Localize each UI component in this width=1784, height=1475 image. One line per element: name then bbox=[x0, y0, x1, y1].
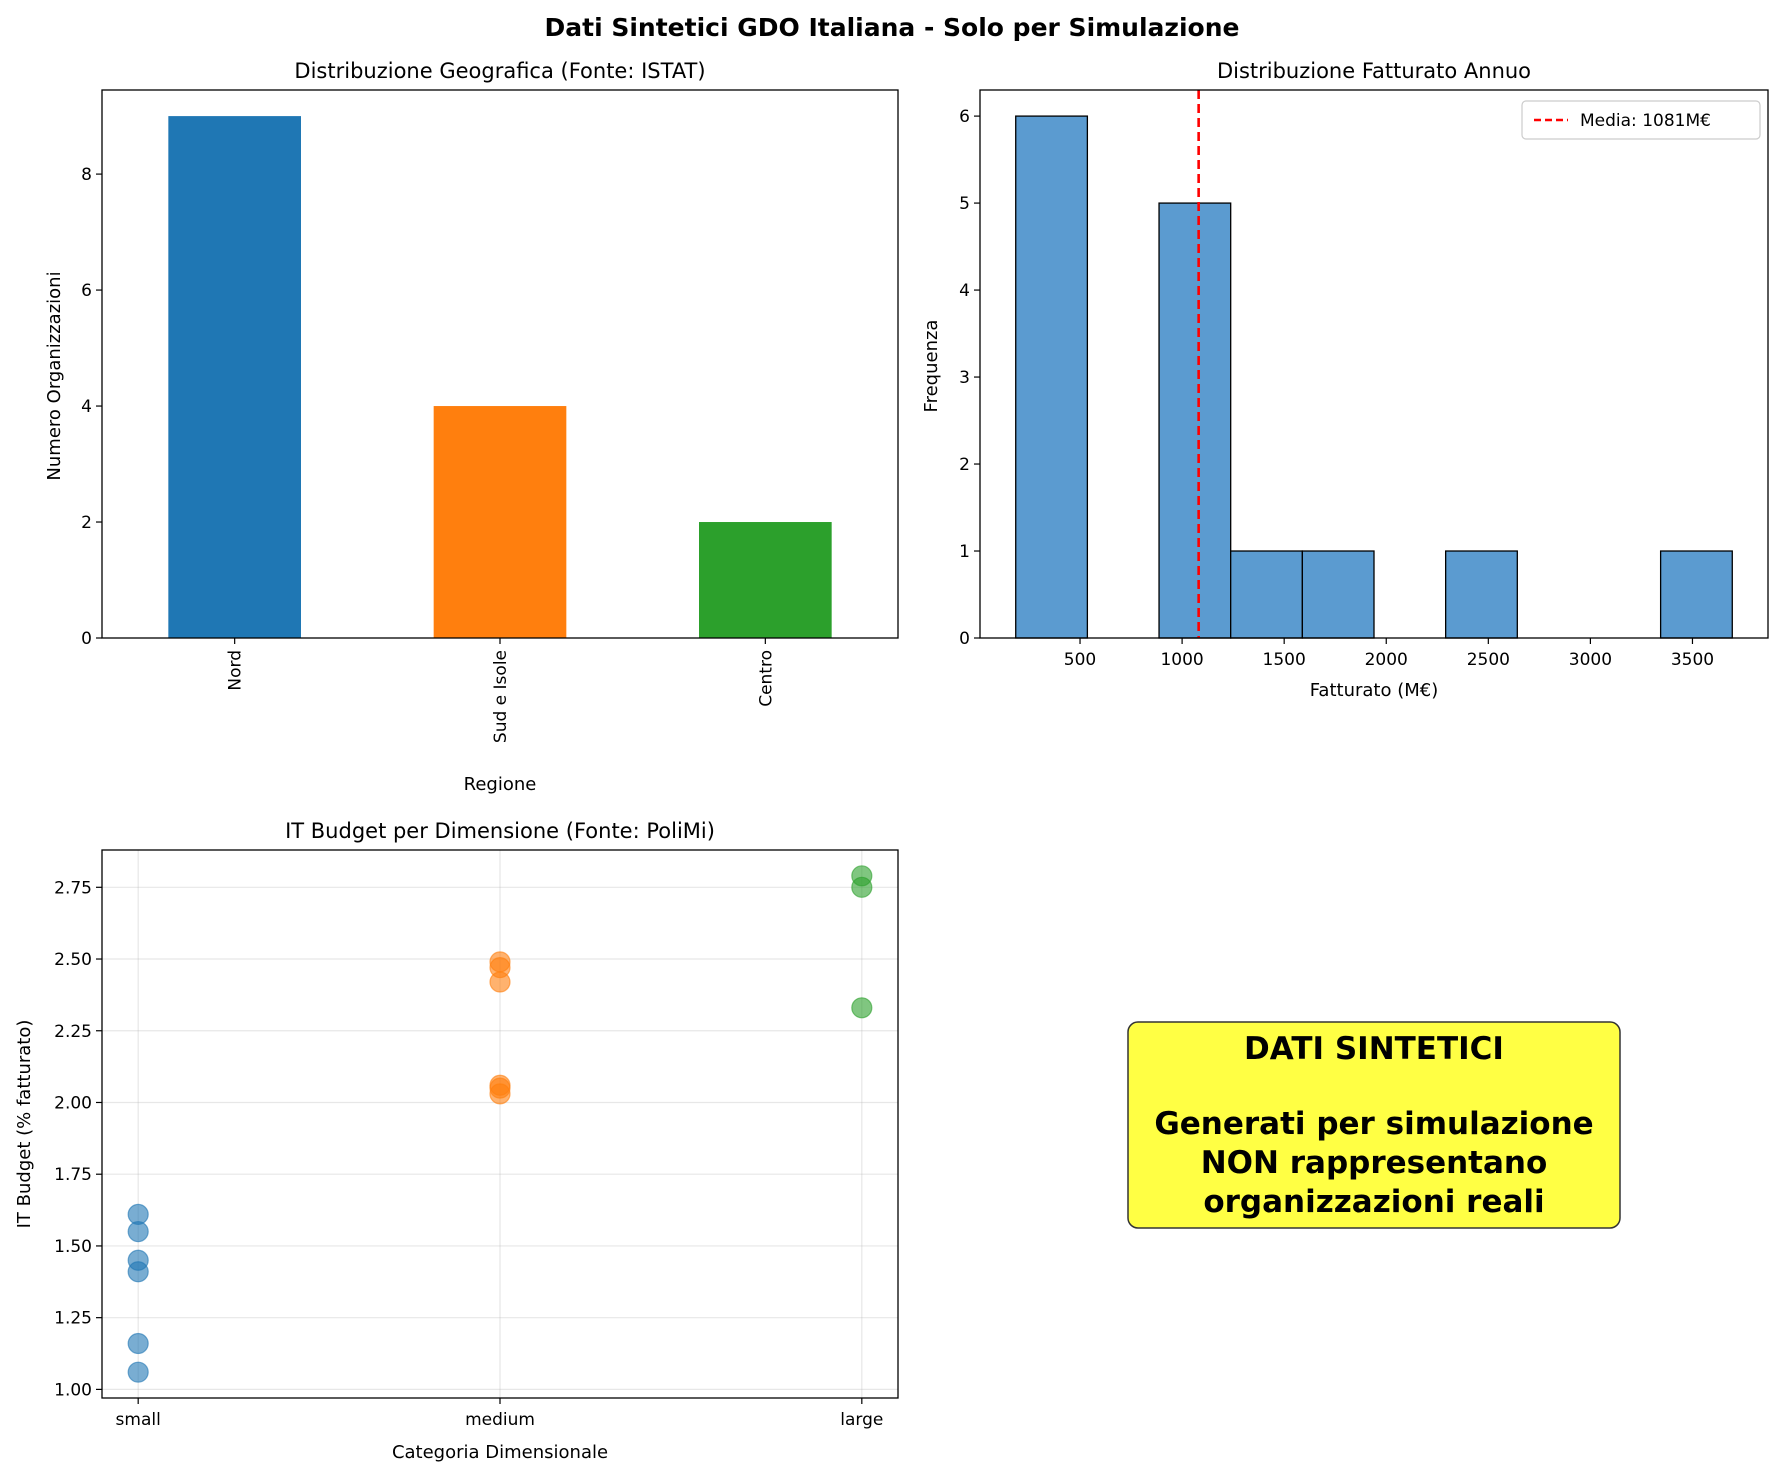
scatter-y-tick-label: 2.75 bbox=[54, 878, 92, 898]
scatter-point-medium bbox=[489, 971, 511, 993]
hist-y-tick-label: 6 bbox=[959, 107, 970, 127]
hist-bar bbox=[1015, 115, 1089, 639]
hist-bar bbox=[1158, 202, 1232, 639]
geo-plot-frame bbox=[101, 89, 899, 639]
hist-x-tick-label: 2000 bbox=[1365, 650, 1408, 670]
scatter-point-small bbox=[127, 1261, 149, 1283]
hist-y-tick-label: 1 bbox=[959, 542, 970, 562]
geo-y-axis-label: Numero Organizzazioni bbox=[44, 271, 65, 480]
geo-x-tick-label: Sud e Isole bbox=[491, 650, 511, 743]
hist-x-tick-label: 1000 bbox=[1160, 650, 1203, 670]
hist-bar bbox=[1230, 550, 1303, 639]
hist-y-tick-label: 5 bbox=[959, 194, 970, 214]
hist-x-tick-label: 3000 bbox=[1569, 650, 1612, 670]
hist-legend-label: Media: 1081M€ bbox=[1580, 111, 1711, 131]
geo-bar-sud-e-isole bbox=[433, 406, 567, 638]
scatter-y-tick-label: 1.50 bbox=[54, 1237, 92, 1257]
geo-y-tick-label: 4 bbox=[81, 397, 92, 417]
scatter-y-axis-label: IT Budget (% fatturato) bbox=[14, 1020, 35, 1229]
hist-y-tick-label: 0 bbox=[959, 629, 970, 649]
note-line-3: organizzazioni reali bbox=[1203, 1184, 1544, 1220]
geo-distribution-chart: Distribuzione Geografica (Fonte: ISTAT) … bbox=[44, 59, 899, 795]
geo-x-tick-label: Nord bbox=[226, 650, 246, 691]
hist-y-axis-label: Frequenza bbox=[921, 320, 942, 413]
scatter-point-large bbox=[851, 876, 873, 898]
scatter-y-tick-label: 1.75 bbox=[54, 1165, 92, 1185]
scatter-point-medium bbox=[489, 1083, 511, 1105]
geo-y-tick-label: 8 bbox=[81, 165, 92, 185]
scatter-x-tick-label: medium bbox=[465, 1410, 535, 1430]
geo-y-tick-label: 6 bbox=[81, 281, 92, 301]
it-budget-scatter-chart: IT Budget per Dimensione (Fonte: PoliMi)… bbox=[14, 819, 899, 1463]
scatter-y-tick-label: 1.00 bbox=[54, 1380, 92, 1400]
geo-x-axis-label: Regione bbox=[464, 774, 537, 795]
hist-y-tick-label: 4 bbox=[959, 281, 970, 301]
hist-x-tick-label: 3500 bbox=[1671, 650, 1714, 670]
scatter-y-tick-label: 1.25 bbox=[54, 1309, 92, 1329]
scatter-plot-frame bbox=[101, 849, 899, 1399]
scatter-point-large bbox=[851, 997, 873, 1019]
geo-y-tick-label: 2 bbox=[81, 513, 92, 533]
hist-bar bbox=[1301, 550, 1375, 639]
hist-x-axis-label: Fatturato (M€) bbox=[1310, 680, 1439, 701]
hist-chart-title: Distribuzione Fatturato Annuo bbox=[1217, 59, 1531, 83]
hist-y-tick-label: 2 bbox=[959, 455, 970, 475]
scatter-y-tick-label: 2.25 bbox=[54, 1022, 92, 1042]
note-box bbox=[1127, 1021, 1621, 1229]
scatter-point-small bbox=[127, 1361, 149, 1383]
scatter-y-tick-label: 2.50 bbox=[54, 950, 92, 970]
hist-bar bbox=[1445, 550, 1518, 639]
geo-bar-centro bbox=[699, 522, 832, 638]
hist-bar bbox=[1659, 550, 1733, 639]
hist-legend-box bbox=[1521, 100, 1761, 140]
hist-plot-frame bbox=[979, 89, 1769, 639]
hist-y-tick-label: 3 bbox=[959, 368, 970, 388]
scatter-x-axis-label: Categoria Dimensionale bbox=[392, 1442, 608, 1463]
note-line-1: Generati per simulazione bbox=[1154, 1106, 1593, 1142]
scatter-x-tick-label: large bbox=[840, 1410, 883, 1430]
geo-bar-nord bbox=[168, 116, 301, 639]
note-line-2: NON rappresentano bbox=[1201, 1145, 1548, 1181]
scatter-point-small bbox=[127, 1332, 149, 1355]
hist-x-tick-label: 1500 bbox=[1263, 650, 1306, 670]
geo-y-tick-label: 0 bbox=[81, 629, 92, 649]
hist-x-tick-label: 500 bbox=[1064, 650, 1096, 670]
scatter-chart-title: IT Budget per Dimensione (Fonte: PoliMi) bbox=[285, 819, 715, 843]
synthetic-data-note: DATI SINTETICI Generati per simulazione … bbox=[1127, 1021, 1621, 1229]
hist-legend: Media: 1081M€ bbox=[1521, 100, 1761, 140]
note-heading: DATI SINTETICI bbox=[1244, 1031, 1504, 1067]
scatter-point-small bbox=[127, 1220, 149, 1243]
geo-x-tick-label: Centro bbox=[756, 650, 776, 707]
revenue-histogram-chart: Distribuzione Fatturato Annuo Fatturato … bbox=[921, 59, 1769, 701]
scatter-x-tick-label: small bbox=[116, 1410, 161, 1430]
hist-x-tick-label: 2500 bbox=[1467, 650, 1510, 670]
scatter-y-tick-label: 2.00 bbox=[54, 1093, 92, 1113]
geo-chart-title: Distribuzione Geografica (Fonte: ISTAT) bbox=[294, 59, 705, 83]
figure-suptitle: Dati Sintetici GDO Italiana - Solo per S… bbox=[545, 13, 1240, 42]
